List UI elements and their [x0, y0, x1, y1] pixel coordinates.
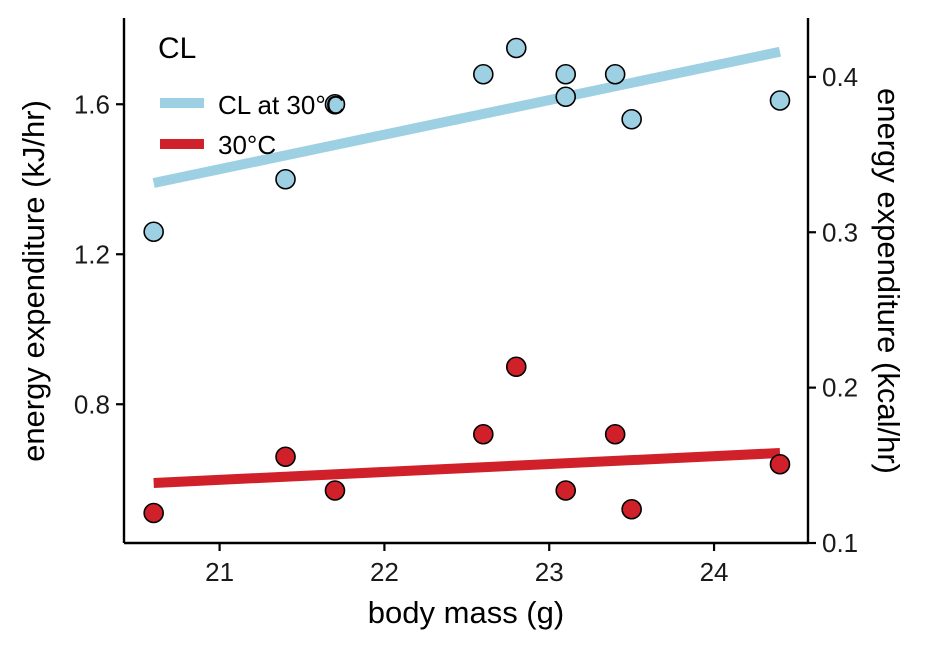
y-tick-label-1.2: 1.2	[74, 239, 110, 269]
x-tick-label-21: 21	[205, 557, 234, 587]
y2-tick-label-0.3: 0.3	[822, 217, 858, 247]
legend-label-30c: 30°C	[218, 130, 276, 160]
point-30c-1	[275, 446, 296, 468]
point-cl-at-30c-8	[621, 108, 642, 130]
legend-label-cl-at-30c: CL at 30°C	[218, 90, 345, 120]
y2-tick-label-0.2: 0.2	[822, 373, 858, 403]
point-cl-at-30c-4	[505, 37, 527, 59]
x-tick-label-23: 23	[535, 557, 564, 587]
fit-line-cl-at-30c	[152, 46, 782, 188]
left-y-axis-ticks: 0.8 1.2 1.6	[74, 89, 124, 419]
point-cl-at-30c-3	[473, 63, 494, 85]
point-30c-8	[769, 453, 791, 475]
point-30c-6	[604, 423, 626, 445]
point-30c-7	[621, 498, 642, 520]
point-30c-3	[473, 423, 494, 445]
y-tick-label-1.6: 1.6	[74, 89, 110, 119]
fit-lines	[152, 46, 782, 488]
y2-tick-label-0.4: 0.4	[822, 62, 858, 92]
point-30c-4	[505, 356, 527, 378]
x-axis-ticks: 21 22 23 24	[205, 543, 729, 587]
point-cl-at-30c-5	[555, 63, 577, 85]
point-cl-at-30c-0	[143, 221, 164, 243]
y-tick-label-0.8: 0.8	[74, 389, 110, 419]
legend-swatch-cl-at-30c	[160, 98, 204, 108]
fit-line-30c	[153, 448, 781, 488]
point-30c-5	[555, 480, 577, 501]
data-points	[143, 37, 791, 524]
point-30c-2	[324, 480, 346, 501]
point-cl-at-30c-1	[275, 168, 296, 190]
legend-swatch-30c	[160, 139, 204, 149]
point-cl-at-30c-6	[555, 86, 577, 108]
legend-title: CL	[158, 32, 196, 65]
y-axis-title: energy expenditure (kJ/hr)	[16, 100, 51, 462]
right-y-axis-ticks: 0.1 0.2 0.3 0.4	[808, 62, 858, 558]
point-cl-at-30c-2	[324, 93, 346, 115]
x-tick-label-22: 22	[370, 557, 399, 587]
plot-area	[143, 37, 791, 524]
x-axis-title: body mass (g)	[368, 595, 564, 630]
y2-tick-label-0.1: 0.1	[822, 528, 858, 558]
point-cl-at-30c-9	[769, 90, 791, 111]
y2-axis-title: energy expenditure (kcal/hr)	[871, 88, 906, 474]
point-30c-0	[143, 502, 164, 524]
x-tick-label-24: 24	[700, 557, 729, 587]
point-cl-at-30c-7	[604, 63, 626, 85]
legend: CL CL at 30°C 30°C	[158, 32, 345, 160]
